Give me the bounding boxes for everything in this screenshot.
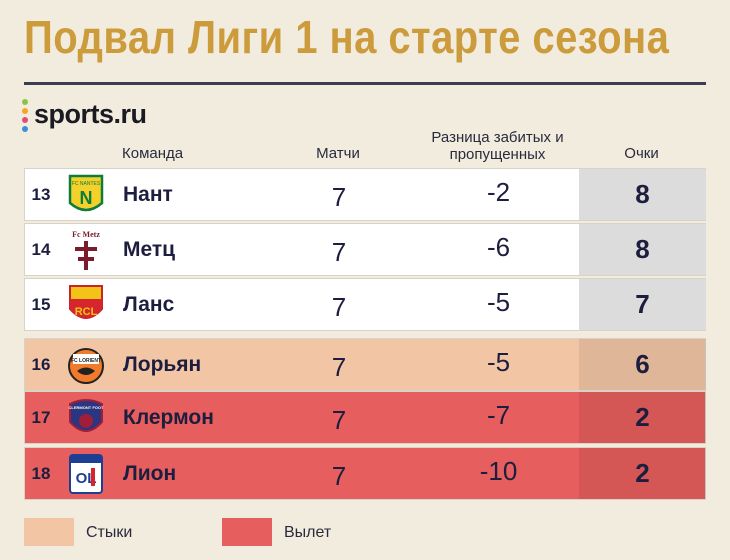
rank-cell: 15: [31, 294, 51, 314]
team-name-cell: Клермон: [123, 405, 214, 429]
points-cell: 7: [579, 279, 706, 330]
rank-cell: 18: [31, 463, 51, 483]
header-matches: Матчи: [316, 145, 360, 162]
table-row: 18 OL Лион 7 -10 2: [24, 447, 706, 500]
header-team: Команда: [122, 145, 184, 162]
svg-text:FC LORIENT: FC LORIENT: [71, 358, 101, 364]
rank-cell: 17: [31, 407, 51, 427]
header-goal-diff: Разница забитых и пропущенных: [431, 129, 564, 163]
rank-cell: 16: [31, 354, 51, 374]
points-cell: 8: [579, 224, 706, 275]
table-row: 16 FC LORIENT Лорьян 7 -5 6: [24, 338, 706, 391]
points-cell: 8: [579, 169, 706, 220]
team-name-cell: Лион: [123, 461, 177, 485]
goal-diff-cell: -5: [486, 347, 511, 377]
matches-cell: 7: [331, 237, 347, 267]
goal-diff-cell: -6: [486, 232, 511, 262]
team-name-cell: Метц: [123, 237, 176, 261]
matches-cell: 7: [331, 182, 347, 212]
svg-text:FC NANTES: FC NANTES: [72, 181, 101, 187]
team-name-cell: Лорьян: [123, 352, 202, 376]
brand-dots-icon: [22, 99, 28, 132]
svg-text:N: N: [80, 188, 93, 208]
goal-diff-cell: -5: [486, 287, 511, 317]
points-cell: 6: [579, 339, 706, 390]
lens-logo-icon: RCL: [67, 283, 105, 327]
team-name-cell: Ланс: [123, 292, 175, 316]
header-points: Очки: [624, 145, 659, 162]
legend-label-playoff: Стыки: [86, 524, 133, 541]
goal-diff-cell: -7: [486, 400, 511, 430]
goal-diff-cell: -10: [479, 456, 518, 486]
table-row: 17 CLERMONT FOOT Клермон 7 -7 2: [24, 391, 706, 444]
brand-name: sports.ru: [34, 98, 147, 129]
clermont-logo-icon: CLERMONT FOOT: [67, 396, 105, 440]
rank-cell: 14: [31, 239, 51, 259]
svg-text:CLERMONT FOOT: CLERMONT FOOT: [69, 405, 104, 410]
svg-text:RCL: RCL: [75, 306, 98, 318]
svg-text:Fc Metz: Fc Metz: [72, 230, 100, 239]
lorient-logo-icon: FC LORIENT: [67, 343, 105, 387]
table-row: 15 RCL Ланс 7 -5 7: [24, 278, 706, 331]
matches-cell: 7: [331, 292, 347, 322]
title-divider: [24, 82, 706, 85]
matches-cell: 7: [331, 405, 347, 435]
rank-cell: 13: [31, 184, 51, 204]
goal-diff-cell: -2: [486, 177, 511, 207]
legend-swatch-playoff: [24, 518, 74, 546]
table-row: 14 Fc Metz Метц 7 -6 8: [24, 223, 706, 276]
table-row: 13 FC NANTES N Нант 7 -2 8: [24, 168, 706, 221]
legend-swatch-relegation: [222, 518, 272, 546]
nantes-logo-icon: FC NANTES N: [67, 173, 105, 217]
matches-cell: 7: [331, 461, 347, 491]
legend-label-relegation: Вылет: [284, 524, 332, 541]
matches-cell: 7: [331, 352, 347, 382]
metz-logo-icon: Fc Metz: [67, 228, 105, 272]
team-name-cell: Нант: [123, 182, 173, 206]
points-cell: 2: [579, 392, 706, 443]
points-cell: 2: [579, 448, 706, 499]
lyon-logo-icon: OL: [67, 452, 105, 496]
brand-logo: sports.ru: [22, 96, 147, 132]
page-title: Подвал Лиги 1 на старте сезона: [24, 11, 670, 63]
